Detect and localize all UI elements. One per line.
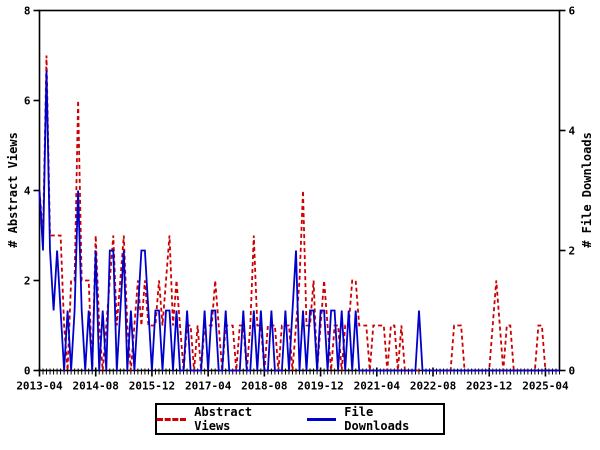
- right-axis-title: # File Downloads: [580, 132, 594, 248]
- left-y-tick-label: 8: [24, 5, 31, 18]
- legend: Abstract Views File Downloads: [155, 403, 445, 435]
- x-tick-label: 2014-08: [73, 380, 119, 393]
- x-tick-label: 2025-04: [522, 380, 569, 393]
- series-line-file-downloads: [38, 70, 560, 372]
- x-tick-label: 2019-12: [297, 380, 343, 393]
- x-tick-label: 2018-08: [241, 380, 287, 393]
- x-tick-label: 2017-04: [185, 380, 232, 393]
- left-axis-title: # Abstract Views: [6, 132, 20, 248]
- legend-label-file-downloads: File Downloads: [344, 405, 410, 433]
- x-tick-label: 2022-08: [410, 380, 456, 393]
- legend-entry-abstract-views: Abstract Views: [157, 405, 293, 433]
- x-tick-label: 2023-12: [466, 380, 512, 393]
- left-y-tick-label: 6: [24, 95, 31, 108]
- legend-entry-file-downloads: File Downloads: [307, 405, 443, 433]
- legend-label-abstract-views: Abstract Views: [194, 405, 253, 433]
- right-y-tick-label: 4: [569, 125, 576, 138]
- right-y-tick-label: 2: [569, 245, 576, 258]
- right-y-tick-label: 0: [569, 365, 576, 378]
- left-y-tick-label: 0: [24, 365, 31, 378]
- left-y-tick-label: 2: [24, 275, 31, 288]
- left-y-tick-label: 4: [24, 185, 31, 198]
- legend-solid-line-sample: [307, 417, 337, 421]
- series-line-abstract-views: [38, 55, 560, 372]
- legend-dashed-line-sample: [157, 417, 187, 421]
- x-tick-label: 2015-12: [129, 380, 175, 393]
- x-tick-label: 2021-04: [354, 380, 401, 393]
- x-tick-label: 2013-04: [16, 380, 63, 393]
- right-y-tick-label: 6: [569, 5, 576, 18]
